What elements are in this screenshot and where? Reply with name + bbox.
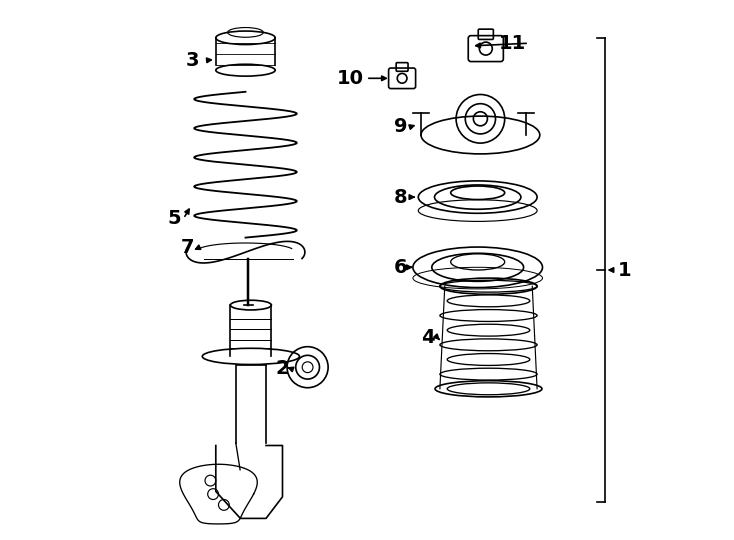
Text: 9: 9 [394,117,407,137]
Text: 8: 8 [394,187,407,207]
Text: 5: 5 [167,209,181,228]
Text: 1: 1 [618,260,632,280]
Text: 6: 6 [394,258,407,277]
Text: 11: 11 [499,33,526,53]
Text: 7: 7 [181,238,195,257]
Text: 10: 10 [338,69,364,88]
Text: 2: 2 [275,359,288,379]
Text: 4: 4 [421,328,435,347]
Text: 3: 3 [186,51,200,70]
